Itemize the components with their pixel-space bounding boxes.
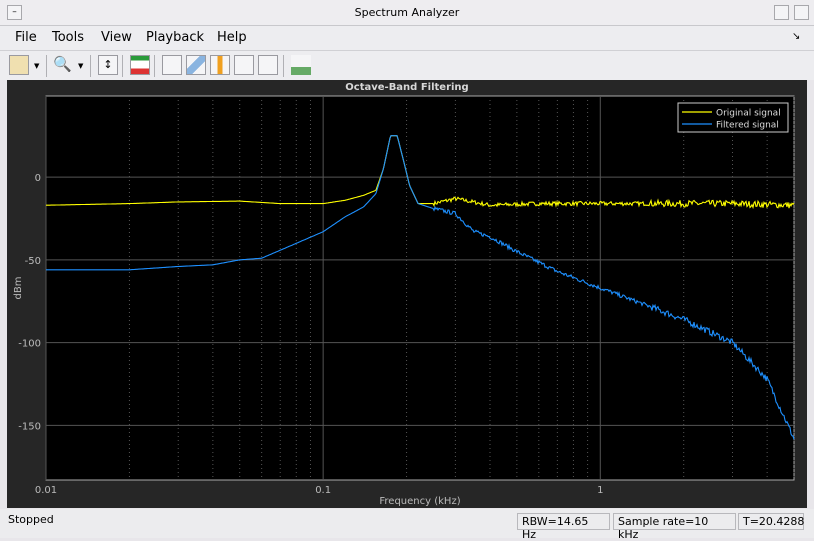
distortion-icon[interactable]	[234, 55, 254, 75]
sample-rate-field: Sample rate=10 kHz	[613, 513, 736, 541]
status-state: Stopped	[8, 513, 54, 526]
toolbar: ▼ 🔍 ▼ ↕	[0, 50, 814, 80]
spectrum-plot[interactable]: 0.01 0.1 1 0 -50 -100 -150 Frequency (kHz) dBm Or…	[7, 80, 807, 508]
time-field: T=20.4288	[738, 513, 804, 530]
settings-dropdown-icon[interactable]: ▼	[34, 62, 40, 70]
y-axis-label: dBm	[13, 277, 24, 300]
legend-entry: Filtered signal	[716, 121, 779, 131]
menu-tools[interactable]: Tools	[52, 30, 85, 45]
status-bar: Stopped RBW=14.65 Hz Sample rate=10 kHz …	[0, 509, 814, 541]
y-tick-label: -150	[18, 421, 41, 432]
menu-bar: File Tools View Playback Help ↘	[0, 26, 814, 50]
separator	[90, 55, 91, 77]
plot-area	[45, 95, 795, 481]
series-line-original	[46, 135, 795, 210]
x-tick-label: 0.1	[315, 485, 331, 496]
spectral-mask-icon[interactable]	[258, 55, 278, 75]
x-axis-label: Frequency (kHz)	[379, 496, 460, 507]
y-tick-label: 0	[35, 173, 41, 184]
series-line-filtered	[46, 135, 795, 440]
generate-script-icon[interactable]	[291, 55, 311, 75]
separator	[154, 55, 155, 77]
plot-figure: Octave-Band Filtering 0.01 0.1 1 0 -50 -100 -1…	[7, 80, 807, 508]
menu-help[interactable]: Help	[217, 30, 247, 45]
menu-view[interactable]: View	[101, 30, 132, 45]
minimize-button[interactable]	[774, 5, 789, 20]
dock-arrow-icon[interactable]: ↘	[792, 31, 801, 42]
separator	[122, 55, 123, 77]
settings-icon[interactable]	[9, 55, 29, 75]
x-tick-label: 0.01	[35, 485, 57, 496]
zoom-dropdown-icon[interactable]: ▼	[78, 62, 84, 70]
legend-entry: Original signal	[716, 109, 781, 119]
separator	[46, 55, 47, 77]
x-tick-label: 1	[597, 485, 603, 496]
channel-measurements-icon[interactable]	[210, 55, 230, 75]
measurements-icon[interactable]	[186, 55, 206, 75]
menu-playback[interactable]: Playback	[146, 30, 205, 45]
legend	[677, 102, 789, 133]
y-tick-label: -50	[25, 256, 41, 267]
spectrum-settings-icon[interactable]	[130, 55, 150, 75]
zoom-icon[interactable]: 🔍	[53, 55, 72, 73]
rbw-field: RBW=14.65 Hz	[517, 513, 610, 541]
plot-title: Octave-Band Filtering	[345, 82, 469, 93]
y-tick-label: -100	[18, 339, 41, 350]
window-title: Spectrum Analyzer	[354, 6, 460, 19]
window-menu-button[interactable]: –	[7, 5, 22, 20]
scale-axes-icon[interactable]: ↕	[98, 55, 118, 75]
separator	[283, 55, 284, 77]
menu-file[interactable]: File	[15, 30, 37, 45]
triggers-icon[interactable]	[162, 55, 182, 75]
title-bar: – Spectrum Analyzer	[0, 0, 814, 26]
maximize-button[interactable]	[794, 5, 809, 20]
